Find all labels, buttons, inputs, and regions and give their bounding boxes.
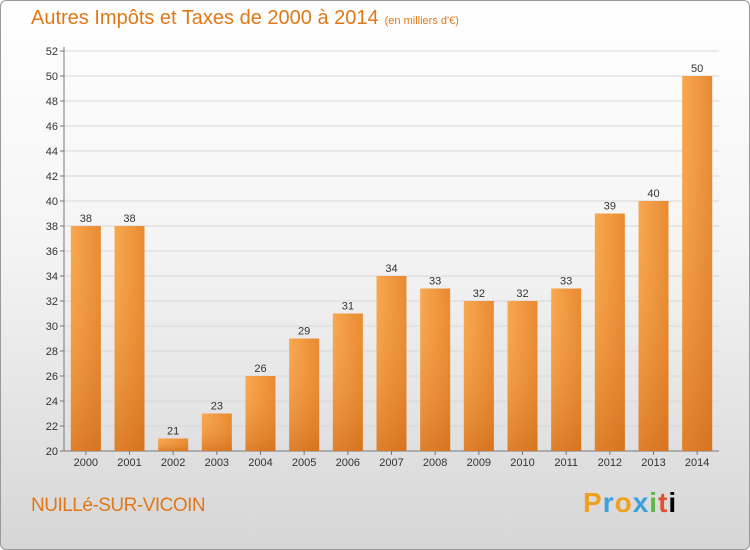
data-label: 38 (123, 213, 135, 225)
data-label: 33 (429, 276, 441, 288)
bar-shade (638, 201, 669, 451)
x-tick-label: 2009 (467, 457, 491, 469)
brand-letter: P (583, 487, 603, 518)
y-tick-label: 34 (46, 271, 58, 283)
x-tick-label: 2012 (598, 457, 622, 469)
y-tick-label: 30 (46, 321, 58, 333)
bar-shade (158, 438, 189, 451)
x-tick-label: 2008 (423, 457, 447, 469)
x-tick-label: 2000 (74, 457, 98, 469)
y-tick-label: 28 (46, 346, 58, 358)
x-tick-label: 2013 (641, 457, 665, 469)
x-tick-label: 2011 (554, 457, 578, 469)
y-tick-label: 52 (46, 46, 58, 58)
x-tick-label: 2003 (205, 457, 229, 469)
bar-shade (332, 313, 363, 451)
data-label: 39 (604, 201, 616, 213)
chart-subtitle: (en milliers d'€) (384, 15, 459, 27)
bar-shade (245, 376, 276, 451)
brand-letter: t (658, 487, 669, 518)
bar-shade (376, 276, 407, 451)
data-label: 29 (298, 326, 310, 338)
data-label: 26 (254, 363, 266, 375)
bar-shade (114, 226, 145, 451)
data-label: 38 (80, 213, 92, 225)
bar-layer: 38 38 21 23 26 29 31 34 33 32 32 33 39 40 50 (70, 63, 713, 451)
chart-title-text: Autres Impôts et Taxes de 2000 à 2014 (31, 7, 379, 29)
y-tick-label: 20 (46, 446, 58, 458)
bar-shade (682, 76, 713, 451)
brand-letter: i (649, 487, 659, 518)
x-tick-label: 2001 (117, 457, 141, 469)
x-tick-label: 2002 (161, 457, 185, 469)
chart-title: Autres Impôts et Taxes de 2000 à 2014 (en… (31, 7, 459, 30)
y-tick-label: 46 (46, 121, 58, 133)
data-label: 32 (473, 288, 485, 300)
x-tick-label: 2005 (292, 457, 316, 469)
axis-layer: 20 22 24 26 28 30 32 34 36 38 40 42 44 46 48 50 52 2000 20… (46, 46, 719, 469)
bar-shade (594, 213, 625, 451)
y-tick-label: 24 (46, 396, 58, 408)
brand-letter: o (614, 487, 633, 518)
data-label: 31 (342, 301, 354, 313)
data-label: 21 (167, 426, 179, 438)
y-tick-label: 38 (46, 221, 58, 233)
y-tick-label: 48 (46, 96, 58, 108)
x-tick-label: 2010 (510, 457, 534, 469)
commune-name: NUILLé-SUR-VICOIN (31, 495, 206, 516)
data-label: 23 (211, 401, 223, 413)
brand-letter: i (668, 487, 678, 518)
y-tick-label: 36 (46, 246, 58, 258)
y-tick-label: 44 (46, 146, 58, 158)
data-label: 32 (516, 288, 528, 300)
brand-letter: x (632, 487, 650, 518)
x-tick-label: 2007 (379, 457, 403, 469)
bar-shade (420, 288, 451, 451)
y-tick-label: 26 (46, 371, 58, 383)
bar-shade (551, 288, 582, 451)
data-label: 50 (691, 63, 703, 75)
data-label: 40 (647, 188, 659, 200)
brand-letter: r (602, 487, 615, 518)
y-tick-label: 50 (46, 71, 58, 83)
y-tick-label: 32 (46, 296, 58, 308)
bar-shade (70, 226, 101, 451)
bar-shade (507, 301, 538, 451)
data-label: 34 (385, 263, 397, 275)
y-tick-label: 22 (46, 421, 58, 433)
x-tick-label: 2006 (336, 457, 360, 469)
x-tick-label: 2014 (685, 457, 709, 469)
bar-shade (289, 338, 320, 451)
y-tick-label: 42 (46, 171, 58, 183)
data-label: 33 (560, 276, 572, 288)
x-tick-label: 2004 (248, 457, 272, 469)
bar-shade (201, 413, 232, 451)
y-tick-label: 40 (46, 196, 58, 208)
bar-shade (463, 301, 494, 451)
brand-logo: Proxiti (583, 487, 677, 519)
